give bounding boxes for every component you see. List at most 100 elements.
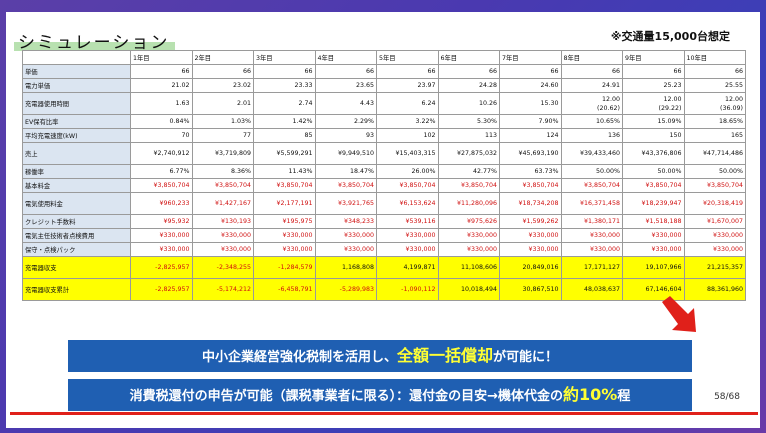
table-cell: -5,289,983 [314, 278, 377, 301]
table-cell: ¥1,599,262 [499, 214, 562, 229]
table-cell: ¥3,850,704 [437, 178, 500, 193]
year-header: 8年目 [560, 50, 623, 65]
table-row: 平均充電速度(kW) 70 77 85 93 102 113 124 136 150 165 [22, 128, 746, 143]
table-cell: ¥330,000 [560, 228, 623, 243]
table-cell: 10.26 [437, 92, 500, 115]
table-cell: ¥2,740,912 [130, 142, 193, 165]
slide: シミュレーション ※交通量15,000台想定 1年目 2年目 3年目 4年目 5年目 6年… [6, 12, 760, 428]
table-cell: ¥15,403,315 [376, 142, 439, 165]
table-cell: 12.00 (36.09) [683, 92, 746, 115]
table-cell: ¥95,932 [130, 214, 193, 229]
table-cell: ¥330,000 [499, 242, 562, 257]
table-cell: 1,168,808 [314, 256, 377, 279]
table-cell: 23.33 [253, 78, 316, 93]
table-cell: 15.30 [499, 92, 562, 115]
table-cell: -5,174,212 [191, 278, 254, 301]
table-cell: 30,867,510 [499, 278, 562, 301]
table-cell: 66 [253, 64, 316, 79]
banner1-text-after: が可能に！ [493, 350, 559, 365]
table-row: 充電器使用時間 1.63 2.01 2.74 4.43 6.24 10.26 15.30 12.… [22, 92, 746, 115]
table-cell: 66 [499, 64, 562, 79]
table-cell: 6.77% [130, 164, 193, 179]
row-label: EV保有比率 [22, 114, 131, 129]
table-cell: 11,108,606 [437, 256, 500, 279]
table-cell: ¥975,626 [437, 214, 500, 229]
table-cell: ¥330,000 [437, 228, 500, 243]
bottom-red-line [10, 412, 758, 415]
table-row: 電力単価 21.02 23.02 23.33 23.65 23.97 24.28 24.60 2… [22, 78, 746, 93]
banner1-highlight: 全額一括償却 [396, 346, 493, 365]
table-cell: 66 [683, 64, 746, 79]
table-cell: -1,284,579 [253, 256, 316, 279]
table-body: 単価 66 66 66 66 66 66 66 66 66 66 電力単価 21.02 23.02 23.3… [22, 64, 746, 301]
table-cell: ¥330,000 [376, 242, 439, 257]
table-row: 保守・点検パック ¥330,000 ¥330,000 ¥330,000 ¥330,000… [22, 242, 746, 257]
table-cell: 66 [622, 64, 685, 79]
table-cell: 66 [560, 64, 623, 79]
banner2-text-after: 程 [617, 389, 631, 404]
table-cell: ¥330,000 [376, 228, 439, 243]
table-cell: 8.36% [191, 164, 254, 179]
row-label: 保守・点検パック [22, 242, 131, 257]
table-cell: 19,107,966 [622, 256, 685, 279]
table-cell: ¥3,850,704 [560, 178, 623, 193]
table-cell: ¥330,000 [622, 242, 685, 257]
table-cell: ¥1,670,007 [683, 214, 746, 229]
page-title: シミュレーション [14, 28, 176, 53]
table-cell: ¥18,734,208 [499, 192, 562, 215]
table-cell: 20,849,016 [499, 256, 562, 279]
table-cell: 77 [191, 128, 254, 143]
table-cell: ¥43,376,806 [622, 142, 685, 165]
table-cell: 85 [253, 128, 316, 143]
table-cell: ¥3,850,704 [130, 178, 193, 193]
table-cell: 42.77% [437, 164, 500, 179]
table-cell: ¥960,233 [130, 192, 193, 215]
year-header: 4年目 [314, 50, 377, 65]
table-cell: ¥330,000 [314, 242, 377, 257]
table-header-row: 1年目 2年目 3年目 4年目 5年目 6年目 7年目 8年目 9年目 10年目 [22, 50, 746, 65]
traffic-note: ※交通量15,000台想定 [610, 30, 730, 43]
row-label: 単価 [22, 64, 131, 79]
table-cell: 5.30% [437, 114, 500, 129]
table-cell: -2,825,957 [130, 278, 193, 301]
row-label: 電気使用料金 [22, 192, 131, 215]
table-row: クレジット手数料 ¥95,932 ¥130,193 ¥195,975 ¥348,233 ¥… [22, 214, 746, 229]
row-label: 充電器使用時間 [22, 92, 131, 115]
table-cell: 11.43% [253, 164, 316, 179]
table-cell: ¥330,000 [622, 228, 685, 243]
table-cell: ¥330,000 [437, 242, 500, 257]
table-cell: 2.29% [314, 114, 377, 129]
row-label: 稼働率 [22, 164, 131, 179]
table-cell: ¥6,153,624 [376, 192, 439, 215]
table-row: 売上 ¥2,740,912 ¥3,719,809 ¥5,599,291 ¥9,949,5… [22, 142, 746, 165]
table-cell: ¥18,239,947 [622, 192, 685, 215]
table-cell: 23.65 [314, 78, 377, 93]
table-cell: 10.65% [560, 114, 623, 129]
table-cell: 21,215,357 [683, 256, 746, 279]
table-cell: ¥3,850,704 [314, 178, 377, 193]
table-cell: ¥330,000 [191, 242, 254, 257]
table-cell: 6.24 [376, 92, 439, 115]
year-header: 6年目 [437, 50, 500, 65]
table-cell: 150 [622, 128, 685, 143]
table-cell: ¥45,693,190 [499, 142, 562, 165]
table-cell: ¥5,599,291 [253, 142, 316, 165]
banner2-text-before: 消費税還付の申告が可能（課税事業者に限る）：還付金の目安→機体代金の [129, 389, 564, 404]
table-cell: 67,146,604 [622, 278, 685, 301]
table-cell: 0.84% [130, 114, 193, 129]
year-header: 5年目 [376, 50, 439, 65]
table-cell: 70 [130, 128, 193, 143]
row-label: 充電器収支累計 [22, 278, 131, 301]
table-cell: ¥3,850,704 [376, 178, 439, 193]
table-cell: 113 [437, 128, 500, 143]
table-cell: 2.74 [253, 92, 316, 115]
table-cell: 1.63 [130, 92, 193, 115]
table-cell: 24.28 [437, 78, 500, 93]
table-cell: ¥348,233 [314, 214, 377, 229]
row-label: 電力単価 [22, 78, 131, 93]
table-cell: 136 [560, 128, 623, 143]
table-cell: 165 [683, 128, 746, 143]
page-number: 58/68 [714, 392, 740, 402]
table-cell: 50.00% [622, 164, 685, 179]
table-cell: ¥330,000 [130, 242, 193, 257]
